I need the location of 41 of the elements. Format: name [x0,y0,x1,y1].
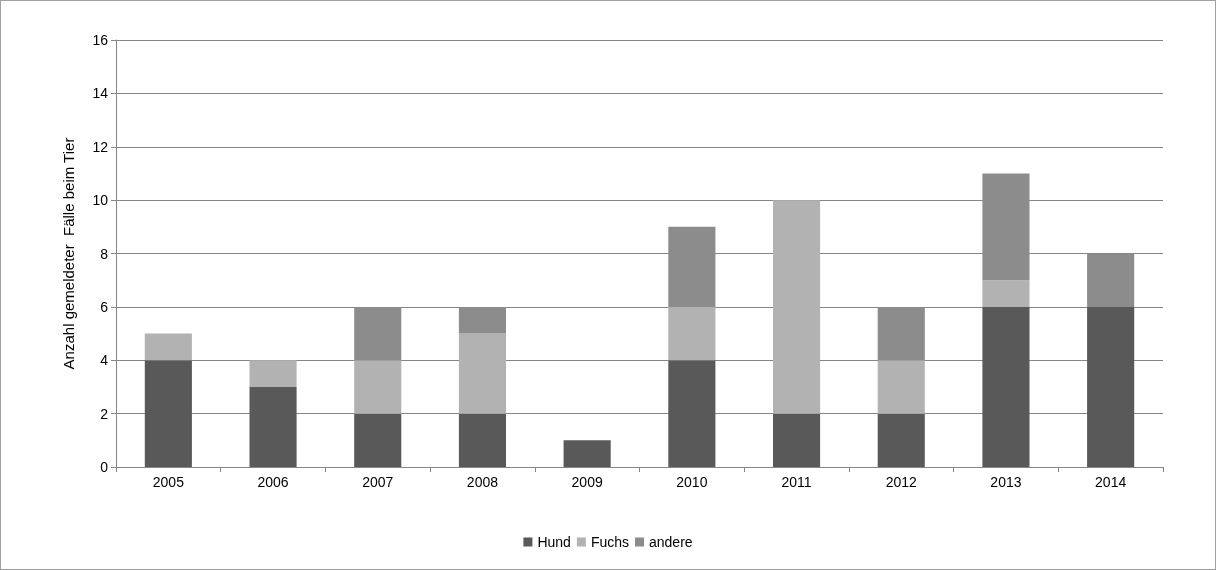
bar [982,280,1030,307]
y-tick-label: 8 [100,245,109,262]
y-tick-label: 10 [92,192,109,209]
legend-label: Hund [537,534,571,550]
x-tick-label: 2005 [152,474,185,490]
y-tick-label: 16 [92,32,109,48]
bar [144,333,192,361]
bar [668,360,716,467]
bar [354,413,402,467]
x-tick-label: 2006 [257,474,289,490]
y-tick-label: 4 [100,352,109,369]
bar [982,306,1030,467]
bar [1087,306,1135,467]
y-tick-label: 14 [92,85,109,102]
bar [249,386,297,467]
bar [772,413,821,467]
y-tick-label: 0 [100,459,109,475]
bar [877,413,925,467]
y-axis-title: Anzahl gemeldeter Fälle beim Tier [60,137,77,370]
x-tick-label: 2008 [466,474,499,490]
bar [877,360,925,414]
x-tick-label: 2012 [885,474,918,490]
x-tick-label: 2013 [990,474,1022,490]
bar [144,360,192,467]
bar [668,306,716,361]
y-tick-label: 2 [100,405,109,422]
bar [772,200,821,414]
legend-label: andere [649,534,693,550]
bar [458,413,507,467]
x-tick-label: 2007 [362,474,394,490]
x-tick-label: 2014 [1095,474,1127,490]
bar [563,440,611,467]
bar [354,360,402,414]
y-tick-label: 12 [92,138,109,155]
x-tick-label: 2011 [781,474,812,490]
bar [249,360,297,387]
x-tick-label: 2009 [571,474,603,490]
bar [458,333,507,414]
y-tick-label: 6 [100,298,109,315]
x-tick-label: 2010 [676,474,708,490]
legend-label: Fuchs [590,534,629,550]
